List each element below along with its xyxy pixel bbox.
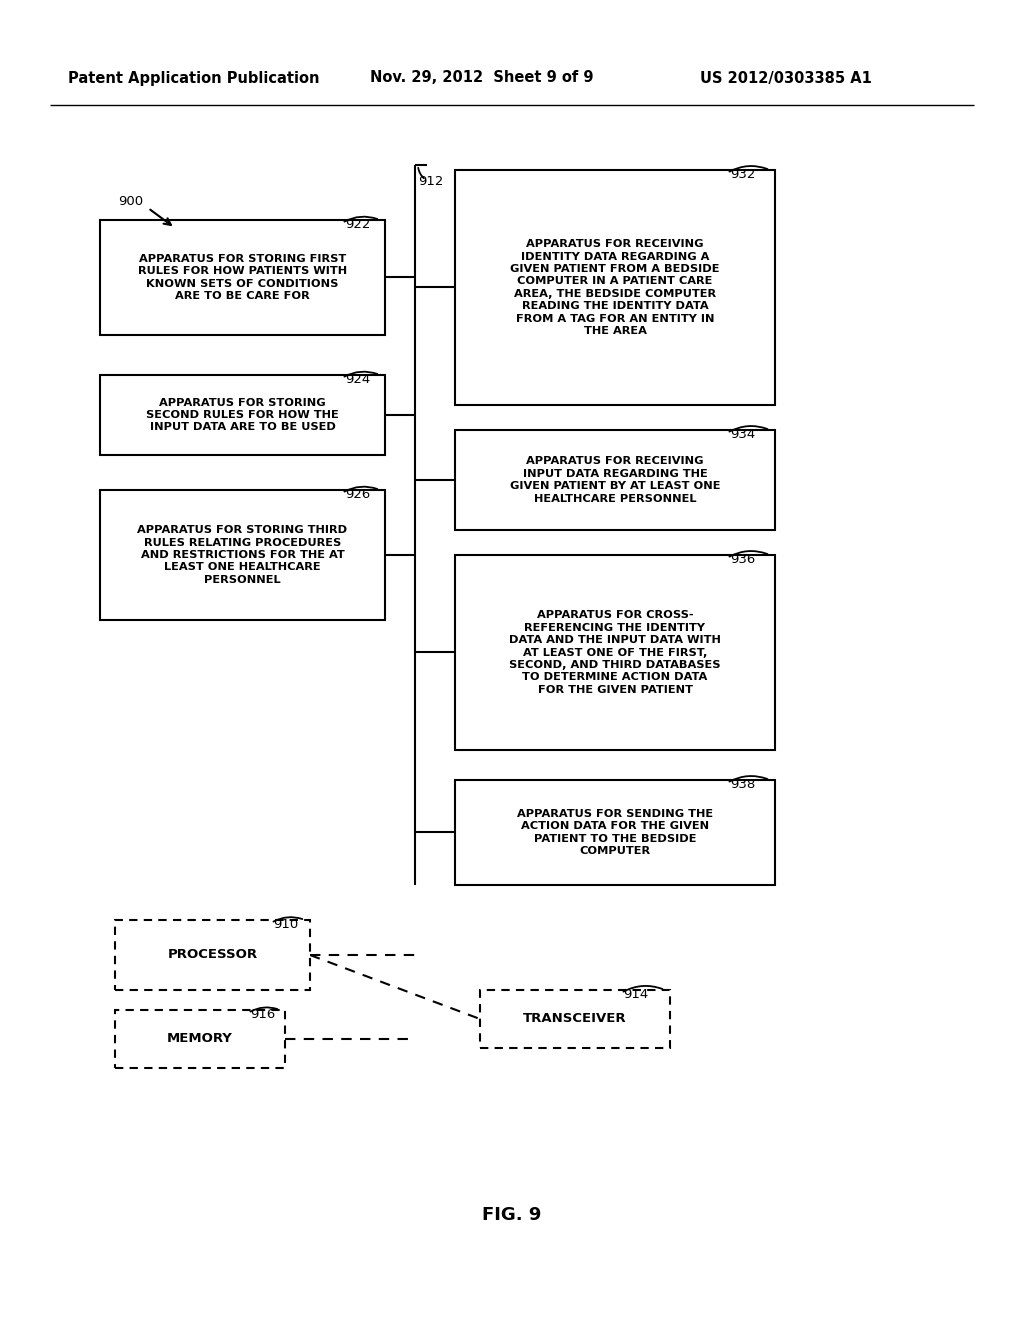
Text: APPARATUS FOR STORING FIRST
RULES FOR HOW PATIENTS WITH
KNOWN SETS OF CONDITIONS: APPARATUS FOR STORING FIRST RULES FOR HO…: [138, 253, 347, 301]
Bar: [100, 375, 385, 455]
Text: MEMORY: MEMORY: [167, 1032, 232, 1045]
Text: Patent Application Publication: Patent Application Publication: [68, 70, 319, 86]
Text: 916: 916: [250, 1008, 275, 1020]
Bar: [480, 990, 670, 1048]
Text: 932: 932: [730, 168, 756, 181]
Text: 922: 922: [345, 218, 371, 231]
Text: 936: 936: [730, 553, 756, 566]
Text: 912: 912: [418, 176, 443, 187]
Text: Nov. 29, 2012  Sheet 9 of 9: Nov. 29, 2012 Sheet 9 of 9: [370, 70, 594, 86]
Text: FIG. 9: FIG. 9: [482, 1206, 542, 1224]
Text: US 2012/0303385 A1: US 2012/0303385 A1: [700, 70, 871, 86]
Text: 910: 910: [273, 917, 298, 931]
Text: TRANSCEIVER: TRANSCEIVER: [523, 1012, 627, 1026]
Text: 934: 934: [730, 428, 756, 441]
Bar: [455, 170, 775, 405]
Bar: [100, 220, 385, 335]
Bar: [455, 554, 775, 750]
Text: APPARATUS FOR SENDING THE
ACTION DATA FOR THE GIVEN
PATIENT TO THE BEDSIDE
COMPU: APPARATUS FOR SENDING THE ACTION DATA FO…: [517, 809, 713, 857]
Text: 900: 900: [118, 195, 143, 209]
Text: APPARATUS FOR RECEIVING
INPUT DATA REGARDING THE
GIVEN PATIENT BY AT LEAST ONE
H: APPARATUS FOR RECEIVING INPUT DATA REGAR…: [510, 457, 720, 504]
Text: APPARATUS FOR RECEIVING
IDENTITY DATA REGARDING A
GIVEN PATIENT FROM A BEDSIDE
C: APPARATUS FOR RECEIVING IDENTITY DATA RE…: [510, 239, 720, 335]
Bar: [115, 1010, 285, 1068]
Text: APPARATUS FOR CROSS-
REFERENCING THE IDENTITY
DATA AND THE INPUT DATA WITH
AT LE: APPARATUS FOR CROSS- REFERENCING THE IDE…: [509, 610, 721, 694]
Text: PROCESSOR: PROCESSOR: [168, 949, 258, 961]
Text: 938: 938: [730, 777, 756, 791]
Text: APPARATUS FOR STORING
SECOND RULES FOR HOW THE
INPUT DATA ARE TO BE USED: APPARATUS FOR STORING SECOND RULES FOR H…: [146, 397, 339, 433]
Text: 914: 914: [623, 987, 648, 1001]
Bar: [455, 780, 775, 884]
Text: 924: 924: [345, 374, 371, 385]
Bar: [115, 920, 310, 990]
Bar: [455, 430, 775, 531]
Text: 926: 926: [345, 488, 371, 502]
Text: APPARATUS FOR STORING THIRD
RULES RELATING PROCEDURES
AND RESTRICTIONS FOR THE A: APPARATUS FOR STORING THIRD RULES RELATI…: [137, 525, 347, 585]
Bar: [100, 490, 385, 620]
